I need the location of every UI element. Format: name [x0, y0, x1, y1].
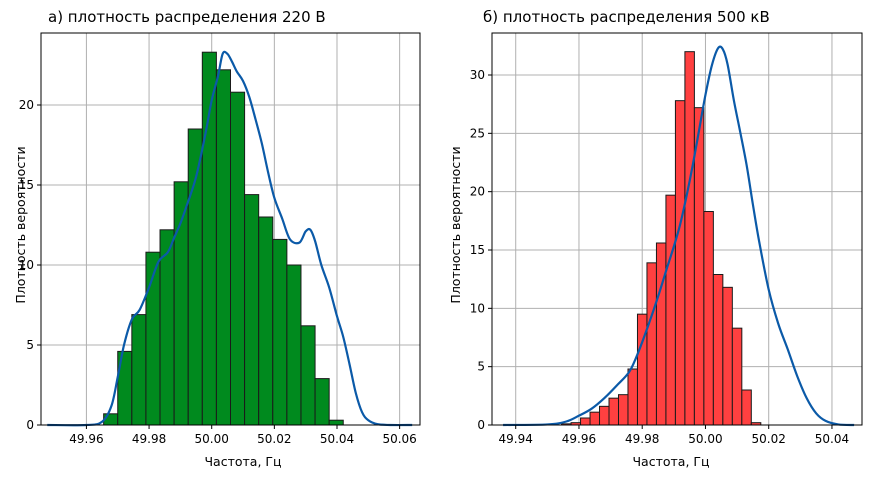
panel-b-bar — [646, 262, 657, 426]
panel-b-ytick-label: 10 — [470, 301, 485, 315]
panel-b-xtick-label: 50.02 — [752, 432, 786, 446]
panel-b-bar — [599, 405, 610, 426]
panel-b-kde-line — [503, 45, 855, 427]
panel-a-ytick-label: 20 — [19, 98, 34, 112]
panel-a-bar — [244, 194, 260, 426]
panel-b-axes-frame — [491, 32, 863, 426]
panel-a-bar — [215, 69, 231, 426]
panel-b-bar — [731, 327, 743, 426]
panel-a-kde-line — [47, 50, 413, 427]
panel-b-ytick-label: 15 — [470, 243, 485, 257]
panel-a-xtick-label: 50.00 — [195, 432, 229, 446]
panel-a-xtick-label: 50.06 — [382, 432, 416, 446]
panel-b-bar — [580, 417, 591, 426]
panel-b-bar — [684, 51, 695, 426]
panel-b-title: б) плотность распределения 500 кВ — [483, 8, 770, 26]
panel-a-bar — [328, 419, 344, 426]
panel-b-bar — [693, 107, 705, 426]
panel-a-ytick-label: 0 — [26, 418, 34, 432]
panel-a-xtick-label: 50.02 — [257, 432, 291, 446]
panel-a-ytick-label: 5 — [26, 338, 34, 352]
panel-a-bar — [300, 325, 316, 426]
panel-b-ytick-label: 25 — [470, 126, 485, 140]
panel-a-xtick-label: 49.98 — [132, 432, 166, 446]
panel-b-bar — [674, 100, 686, 426]
panel-b-xtick-label: 49.98 — [625, 432, 659, 446]
panel-b-xtick-label: 49.94 — [499, 432, 533, 446]
panel-b-xtick-label: 49.96 — [562, 432, 596, 446]
panel-b-ytick-label: 0 — [477, 418, 485, 432]
panel-a-axes-frame — [40, 32, 421, 426]
panel-b-bar — [703, 211, 714, 426]
panel-a-bar — [272, 238, 288, 426]
panel-a-bar — [131, 314, 147, 426]
panel-b-bar — [712, 274, 724, 426]
panel-a-bar — [314, 378, 330, 426]
panel-a-bars — [103, 51, 344, 426]
panel-a-220v-density: а) плотность распределения 220 В Частота… — [13, 8, 421, 469]
panel-b-xtick-label: 50.04 — [815, 432, 849, 446]
panel-b-bar — [589, 411, 601, 426]
panel-b-bar — [741, 389, 752, 426]
panel-a-bar — [187, 128, 203, 426]
panel-b-xlabel: Частота, Гц — [632, 454, 709, 469]
panel-b-ytick-label: 20 — [470, 185, 485, 199]
panel-a-xtick-label: 49.96 — [69, 432, 103, 446]
panel-b-500kv-density: б) плотность распределения 500 кВ Частот… — [448, 8, 863, 469]
panel-b-ytick-label: 30 — [470, 68, 485, 82]
panel-b-bar — [627, 368, 638, 426]
panel-a-bar — [230, 91, 246, 426]
panel-b-ytick-label: 5 — [477, 360, 485, 374]
panel-b-bar — [722, 286, 733, 426]
panel-a-xtick-label: 50.04 — [320, 432, 354, 446]
panel-b-ylabel: Плотность вероятности — [448, 146, 463, 303]
panel-a-bar — [286, 264, 302, 426]
panel-b-bar — [617, 394, 629, 426]
panel-b-bars — [561, 51, 762, 426]
panel-a-ytick-label: 10 — [19, 258, 34, 272]
panel-b-bar — [608, 397, 619, 426]
panel-a-ylabel: Плотность вероятности — [13, 146, 28, 303]
panel-a-bar — [159, 229, 175, 426]
panel-b-bar — [655, 242, 667, 426]
panel-a-title: а) плотность распределения 220 В — [48, 8, 326, 26]
panel-a-ytick-label: 15 — [19, 178, 34, 192]
panel-b-bar — [665, 194, 676, 426]
panel-a-bar — [258, 216, 274, 426]
panel-a-xlabel: Частота, Гц — [204, 454, 281, 469]
panel-b-xtick-label: 50.00 — [688, 432, 722, 446]
